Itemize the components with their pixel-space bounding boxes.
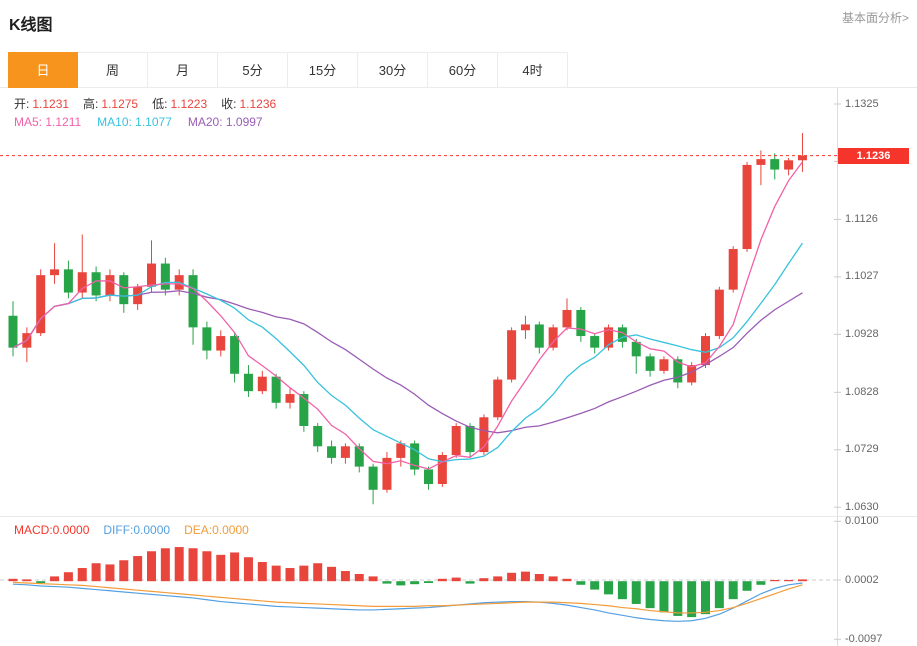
close-label: 收: <box>221 97 237 111</box>
macd-value: MACD:0.0000 <box>14 523 90 537</box>
tab-15min[interactable]: 15分 <box>288 52 358 88</box>
page-title: K线图 <box>9 17 53 34</box>
price-axis-tick: 1.0928 <box>845 328 879 340</box>
dea-value: DEA:0.0000 <box>184 523 249 537</box>
candlestick-chart[interactable] <box>0 88 917 646</box>
price-axis-tick: 1.0630 <box>845 501 879 513</box>
current-price-badge: 1.1236 <box>838 148 909 164</box>
diff-value: DIFF:0.0000 <box>103 523 171 537</box>
tab-30min[interactable]: 30分 <box>358 52 428 88</box>
price-axis-tick: 1.0828 <box>845 386 879 398</box>
high-value: 1.1275 <box>101 97 139 111</box>
tab-4hour[interactable]: 4时 <box>498 52 568 88</box>
open-value: 1.1231 <box>32 97 70 111</box>
open-label: 开: <box>14 97 30 111</box>
high-label: 高: <box>83 97 99 111</box>
low-label: 低: <box>152 97 168 111</box>
period-tabbar: 日 周 月 5分 15分 30分 60分 4时 <box>0 52 917 88</box>
macd-info: MACD:0.0000 DIFF:0.0000 DEA:0.0000 <box>14 523 249 537</box>
macd-histogram <box>8 547 807 618</box>
header: K线图 基本面分析> <box>0 0 917 52</box>
price-axis-tick: 1.1126 <box>845 213 878 225</box>
price-axis-tick: 1.1325 <box>845 98 879 110</box>
dea-line <box>12 581 803 614</box>
ma-info: MA5: 1.1211 MA10: 1.1077 MA20: 1.0997 <box>14 115 263 129</box>
tab-week[interactable]: 周 <box>78 52 148 88</box>
macd-axis-tick: 0.0100 <box>845 515 879 527</box>
macd-axis-tick: 0.0002 <box>845 574 879 586</box>
candles <box>8 133 807 505</box>
fundamental-analysis-link[interactable]: 基本面分析> <box>841 11 909 25</box>
close-value: 1.1236 <box>239 97 277 111</box>
diff-line <box>12 582 803 622</box>
ma20-value: MA20: 1.0997 <box>187 115 263 129</box>
chart-area: 开: 1.1231 高: 1.1275 低: 1.1223 收: 1.1236 MA5: 1.… <box>0 88 917 646</box>
tab-day[interactable]: 日 <box>8 52 78 88</box>
macd-axis-tick: -0.0097 <box>845 633 883 645</box>
tab-60min[interactable]: 60分 <box>428 52 498 88</box>
ma10-value: MA10: 1.1077 <box>97 115 172 129</box>
price-axis-tick: 1.1027 <box>845 270 879 282</box>
tab-month[interactable]: 月 <box>148 52 218 88</box>
price-axis-tick: 1.0729 <box>845 443 879 455</box>
ma10-line <box>12 242 803 463</box>
ma20-line <box>12 290 803 434</box>
low-value: 1.1223 <box>170 97 208 111</box>
ma5-value: MA5: 1.1211 <box>14 115 82 129</box>
tab-5min[interactable]: 5分 <box>218 52 288 88</box>
ohlc-info: 开: 1.1231 高: 1.1275 低: 1.1223 收: 1.1236 <box>14 95 290 112</box>
ma5-line <box>12 161 803 470</box>
